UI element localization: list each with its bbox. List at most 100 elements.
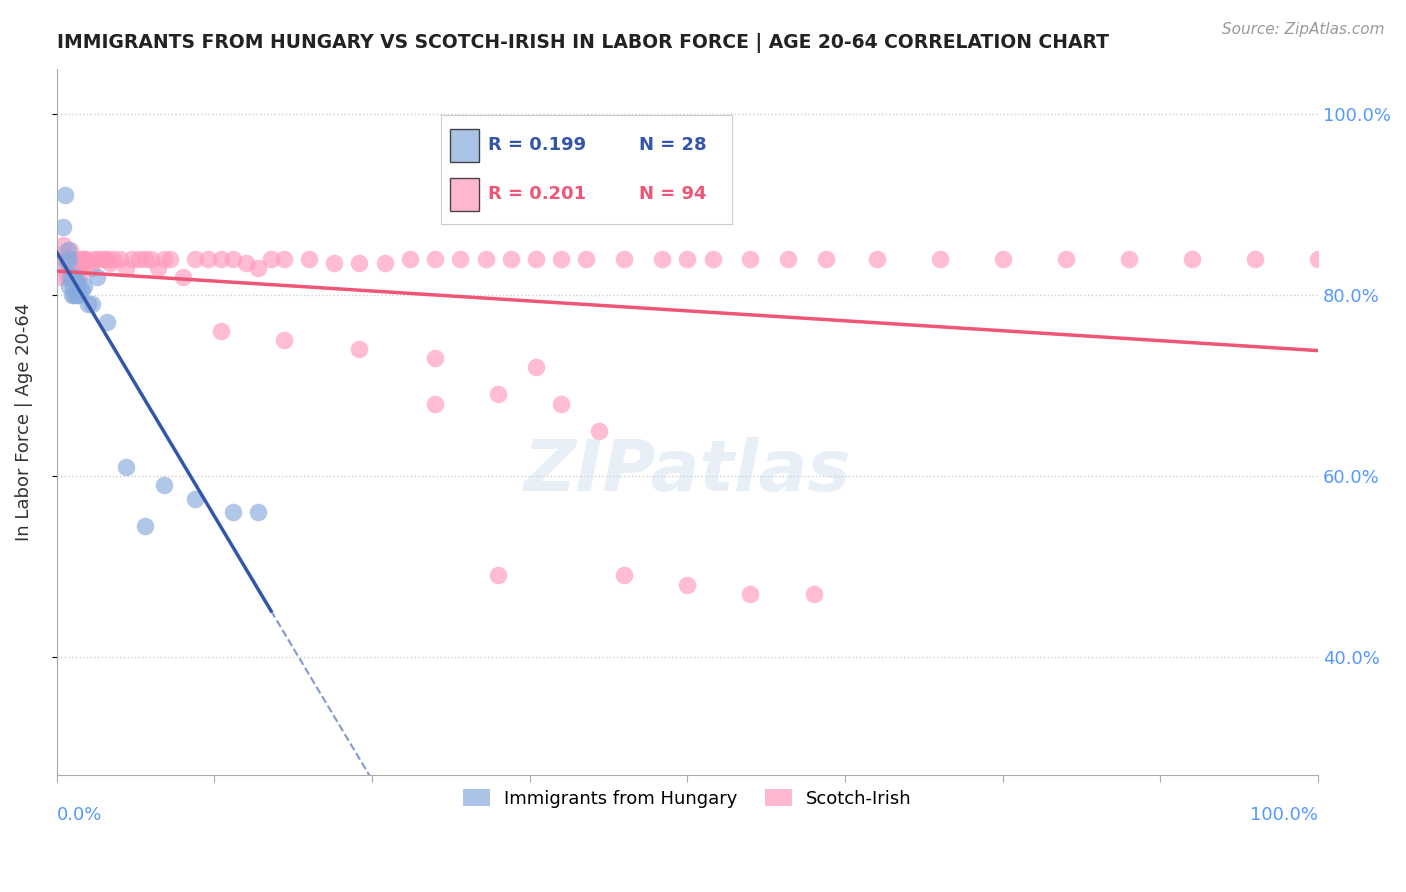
Point bbox=[58, 252, 80, 266]
Point bbox=[134, 518, 156, 533]
Point bbox=[209, 324, 232, 338]
Point bbox=[60, 288, 83, 302]
Point bbox=[63, 256, 86, 270]
Point bbox=[222, 252, 245, 266]
Point bbox=[55, 256, 77, 270]
Point bbox=[60, 269, 83, 284]
Point bbox=[58, 252, 80, 266]
Point bbox=[550, 396, 572, 410]
Point bbox=[56, 243, 79, 257]
Point bbox=[588, 424, 610, 438]
Point bbox=[778, 252, 800, 266]
Point bbox=[613, 568, 636, 582]
Point bbox=[93, 252, 115, 266]
Point bbox=[55, 252, 77, 266]
Point bbox=[98, 256, 121, 270]
Point bbox=[423, 252, 446, 266]
Point bbox=[676, 577, 699, 591]
Point bbox=[740, 252, 762, 266]
Point bbox=[449, 252, 471, 266]
Point bbox=[121, 252, 143, 266]
Point bbox=[298, 252, 321, 266]
Point bbox=[235, 256, 257, 270]
Point bbox=[153, 252, 176, 266]
Point bbox=[486, 568, 509, 582]
Point bbox=[67, 278, 90, 293]
Point bbox=[1054, 252, 1077, 266]
Point bbox=[56, 252, 79, 266]
Point bbox=[184, 491, 207, 506]
Point bbox=[159, 252, 181, 266]
Point bbox=[86, 252, 108, 266]
Point bbox=[65, 260, 87, 275]
Text: 0.0%: 0.0% bbox=[56, 806, 103, 824]
Point bbox=[83, 252, 105, 266]
Point bbox=[55, 269, 77, 284]
Text: 100.0%: 100.0% bbox=[1250, 806, 1319, 824]
Point bbox=[90, 252, 112, 266]
Point bbox=[247, 505, 270, 519]
Point bbox=[172, 269, 194, 284]
Point bbox=[58, 260, 80, 275]
Point bbox=[63, 288, 86, 302]
Point bbox=[65, 269, 87, 284]
Point bbox=[524, 252, 547, 266]
Point bbox=[77, 256, 100, 270]
Point bbox=[197, 252, 219, 266]
Point bbox=[398, 252, 420, 266]
Point bbox=[73, 252, 96, 266]
Point bbox=[62, 278, 84, 293]
Point bbox=[128, 252, 150, 266]
Point bbox=[222, 505, 245, 519]
Point bbox=[67, 260, 90, 275]
Point bbox=[740, 586, 762, 600]
Point bbox=[928, 252, 950, 266]
Point bbox=[134, 252, 156, 266]
Point bbox=[86, 269, 108, 284]
Point bbox=[374, 256, 396, 270]
Point bbox=[53, 260, 76, 275]
Point bbox=[51, 247, 73, 261]
Point bbox=[66, 256, 89, 270]
Point bbox=[273, 252, 295, 266]
Point bbox=[141, 252, 163, 266]
Point bbox=[96, 252, 118, 266]
Point bbox=[349, 256, 371, 270]
Point bbox=[651, 252, 673, 266]
Point bbox=[1181, 252, 1204, 266]
Point bbox=[70, 252, 93, 266]
Point bbox=[815, 252, 838, 266]
Point bbox=[865, 252, 887, 266]
Text: Source: ZipAtlas.com: Source: ZipAtlas.com bbox=[1222, 22, 1385, 37]
Point bbox=[209, 252, 232, 266]
Point bbox=[96, 315, 118, 329]
Point bbox=[184, 252, 207, 266]
Point bbox=[991, 252, 1014, 266]
Point bbox=[69, 252, 91, 266]
Point bbox=[67, 269, 90, 284]
Point bbox=[146, 260, 169, 275]
Point bbox=[115, 260, 138, 275]
Point bbox=[80, 297, 103, 311]
Point bbox=[550, 252, 572, 266]
Point bbox=[423, 351, 446, 366]
Point bbox=[1118, 252, 1140, 266]
Point bbox=[323, 256, 346, 270]
Point bbox=[108, 252, 131, 266]
Point bbox=[499, 252, 522, 266]
Point bbox=[474, 252, 496, 266]
Point bbox=[70, 284, 93, 298]
Text: IMMIGRANTS FROM HUNGARY VS SCOTCH-IRISH IN LABOR FORCE | AGE 20-64 CORRELATION C: IMMIGRANTS FROM HUNGARY VS SCOTCH-IRISH … bbox=[56, 33, 1108, 53]
Point bbox=[1308, 252, 1330, 266]
Point bbox=[73, 278, 96, 293]
Point bbox=[59, 269, 82, 284]
Point bbox=[49, 269, 72, 284]
Point bbox=[247, 260, 270, 275]
Point bbox=[67, 288, 90, 302]
Point bbox=[575, 252, 598, 266]
Point bbox=[613, 252, 636, 266]
Point bbox=[153, 478, 176, 492]
Point bbox=[65, 274, 87, 288]
Point bbox=[52, 220, 75, 235]
Point bbox=[72, 256, 94, 270]
